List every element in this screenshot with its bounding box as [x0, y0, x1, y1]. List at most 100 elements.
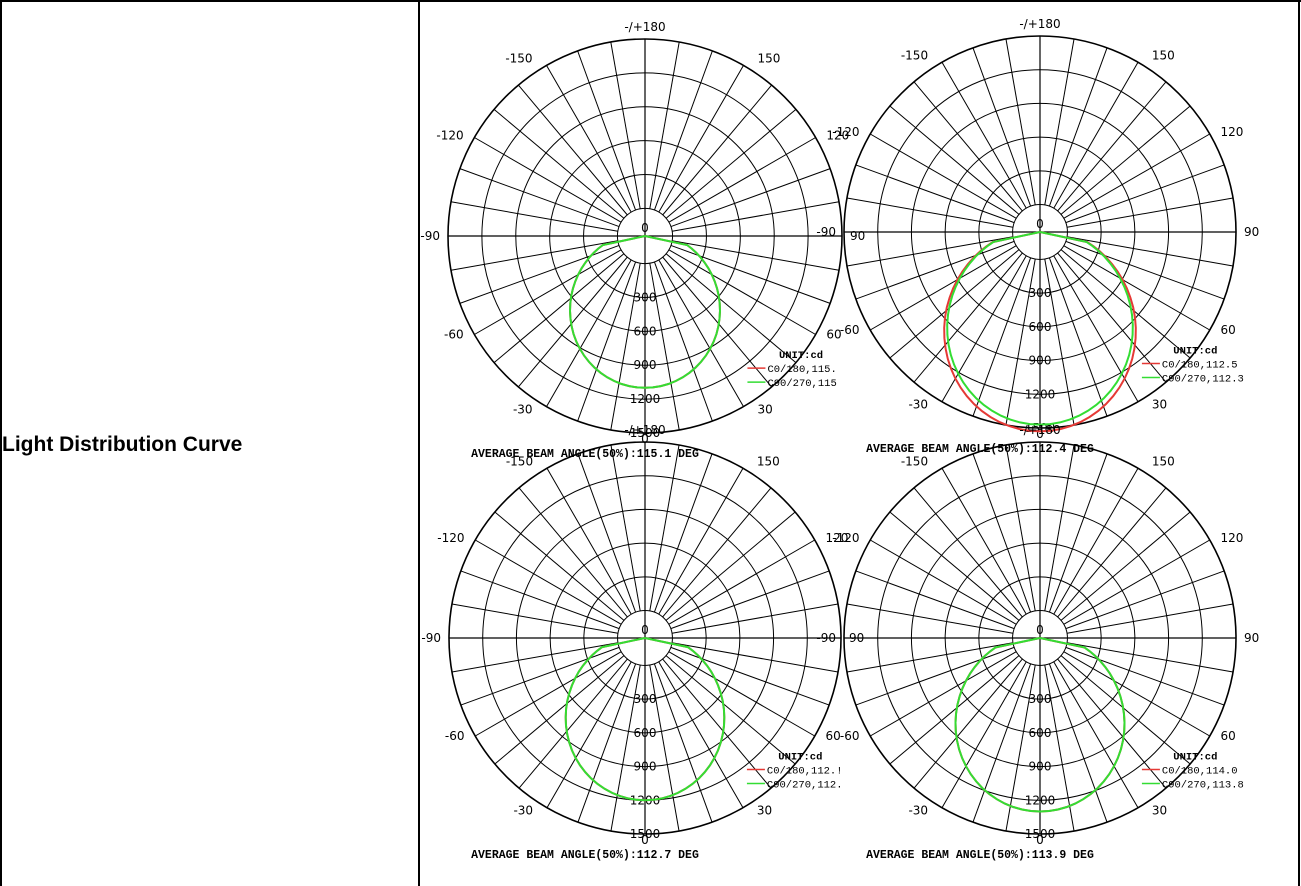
caption-label: AVERAGE BEAM ANGLE(50%):112.7 DEG: [471, 849, 699, 862]
angle-label: -150: [505, 52, 532, 66]
polar-spoke: [653, 663, 713, 823]
angle-label: 0: [641, 432, 649, 446]
polar-spoke: [460, 570, 620, 630]
row-label: Light Distribution Curve: [2, 433, 243, 456]
legend-label: C0/180,114.0: [1162, 766, 1238, 778]
polar-spoke: [662, 658, 772, 789]
polar-spoke: [1057, 252, 1167, 383]
series-curve: [954, 637, 1126, 813]
angle-label: 150: [757, 52, 780, 66]
angle-label: 30: [757, 402, 772, 416]
angle-label: 0: [641, 833, 649, 847]
polar-spoke: [671, 603, 839, 634]
legend-label: C0/180,115.: [767, 364, 836, 376]
angle-label: -30: [513, 804, 533, 818]
polar-spoke: [1048, 663, 1108, 823]
polar-spoke: [653, 453, 713, 613]
polar-spoke: [1053, 661, 1139, 808]
polar-spoke: [662, 256, 773, 388]
polar-spoke: [1065, 646, 1225, 706]
polar-spoke: [475, 651, 622, 737]
angle-label: 30: [1152, 398, 1167, 412]
caption-label: AVERAGE BEAM ANGLE(50%):112.4 DEG: [866, 443, 1094, 456]
polar-spoke: [665, 511, 796, 621]
polar-spoke: [1065, 570, 1225, 630]
polar-spoke: [1005, 258, 1036, 426]
polar-spoke: [670, 570, 830, 630]
polar-spoke: [846, 642, 1014, 673]
angle-label: 60: [1221, 323, 1236, 337]
polar-spoke: [475, 539, 622, 625]
polar-spoke: [1057, 487, 1167, 618]
radial-tick-label: 900: [1029, 760, 1052, 774]
light-distribution-charts: -/+180-150 150-120 120-90 90-60 60-30 3000300…: [420, 17, 1259, 862]
series-curve: [943, 231, 1137, 433]
angle-label: 120: [826, 531, 849, 545]
polar-spoke: [889, 105, 1020, 215]
polar-spoke: [518, 487, 628, 618]
polar-spoke: [610, 664, 641, 832]
polar-spoke: [672, 201, 840, 232]
polar-spoke: [662, 84, 773, 216]
polar-spoke: [913, 658, 1023, 789]
angle-label: -150: [506, 454, 533, 468]
polar-chart-1: -/+180-150 150-120 120-90 90-60 60-30 3000300…: [420, 20, 865, 461]
polar-chart-2: -/+180-150 150-120 120-90 90-60 60-30 3000300…: [816, 17, 1259, 456]
polar-spoke: [1063, 245, 1210, 331]
polar-spoke: [889, 655, 1020, 765]
angle-label: -30: [513, 402, 533, 416]
radial-tick-label: 900: [634, 358, 657, 372]
polar-spoke: [668, 137, 816, 223]
radial-tick-label: 0: [641, 623, 649, 637]
polar-spoke: [672, 240, 840, 271]
angle-label: 30: [757, 804, 772, 818]
polar-spoke: [665, 253, 797, 364]
series-curve: [564, 637, 726, 802]
caption-label: AVERAGE BEAM ANGLE(50%):113.9 DEG: [866, 849, 1094, 862]
polar-spoke: [1065, 240, 1225, 300]
radial-tick-label: 600: [634, 324, 657, 338]
polar-chart-4: -/+180-150 150-120 120-90 90-60 60-30 3000300…: [816, 423, 1259, 862]
angle-label: 150: [1152, 454, 1175, 468]
polar-spoke: [1053, 255, 1139, 402]
angle-label: -60: [840, 323, 860, 337]
radial-tick-label: 300: [634, 692, 657, 706]
polar-spoke: [451, 642, 619, 673]
polar-spoke: [653, 261, 713, 422]
polar-spoke: [941, 661, 1027, 808]
angle-label: 0: [1036, 427, 1044, 441]
radial-tick-label: 1500: [630, 827, 661, 841]
radial-tick-label: 1500: [630, 426, 661, 440]
radial-tick-label: 900: [634, 760, 657, 774]
polar-spoke: [665, 655, 796, 765]
angle-label: -60: [445, 729, 465, 743]
radial-tick-label: 300: [1029, 286, 1052, 300]
angle-label: -120: [437, 531, 464, 545]
polar-spoke: [855, 164, 1015, 224]
polar-spoke: [846, 197, 1014, 228]
series-curve: [946, 231, 1134, 426]
polar-spoke: [870, 539, 1017, 625]
angle-label: -/+180: [1019, 423, 1060, 437]
polar-spoke: [1060, 105, 1191, 215]
legend-label: C0/180,112.5: [1162, 360, 1238, 372]
polar-spoke: [517, 84, 628, 216]
polar-spoke: [610, 263, 641, 431]
polar-spoke: [1048, 47, 1108, 207]
polar-spoke: [610, 41, 641, 209]
polar-spoke: [671, 642, 839, 673]
angle-label: 120: [1221, 125, 1244, 139]
polar-spoke: [668, 539, 815, 625]
polar-spoke: [649, 444, 680, 612]
polar-spoke: [1053, 468, 1139, 615]
polar-spoke: [889, 511, 1020, 621]
angle-label: 60: [826, 328, 841, 342]
angle-label: -60: [840, 729, 860, 743]
polar-spoke: [546, 65, 632, 213]
radial-tick-label: 300: [1029, 692, 1052, 706]
angle-label: 150: [1152, 48, 1175, 62]
radial-tick-label: 1200: [1025, 387, 1056, 401]
unit-label: UNIT:cd: [779, 350, 823, 362]
angle-label: 90: [1244, 631, 1259, 645]
polar-spoke: [1057, 81, 1167, 212]
